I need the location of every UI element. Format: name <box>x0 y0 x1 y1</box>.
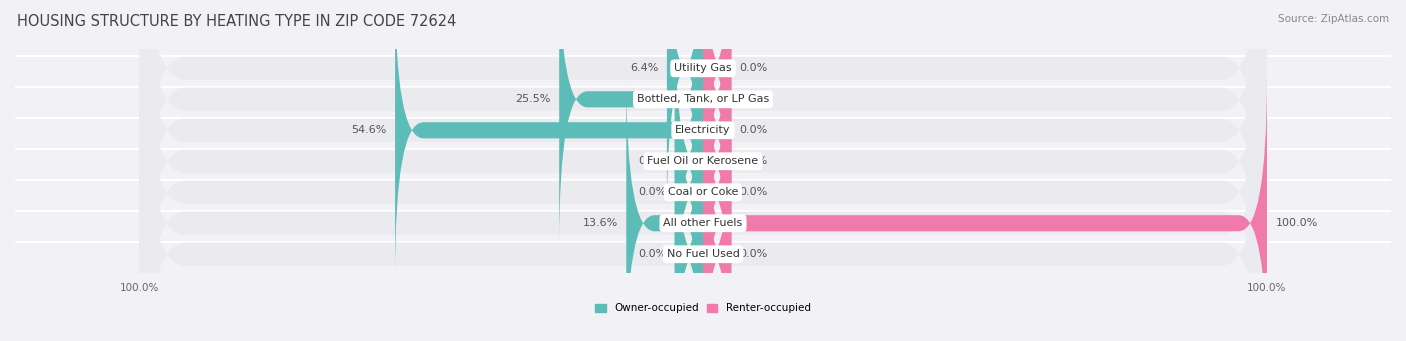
Text: Bottled, Tank, or LP Gas: Bottled, Tank, or LP Gas <box>637 94 769 104</box>
FancyBboxPatch shape <box>675 45 703 339</box>
FancyBboxPatch shape <box>626 76 703 341</box>
FancyBboxPatch shape <box>675 14 703 308</box>
Legend: Owner-occupied, Renter-occupied: Owner-occupied, Renter-occupied <box>591 299 815 317</box>
FancyBboxPatch shape <box>703 0 731 215</box>
FancyBboxPatch shape <box>139 0 1267 341</box>
FancyBboxPatch shape <box>139 0 1267 336</box>
FancyBboxPatch shape <box>560 0 703 246</box>
Text: 0.0%: 0.0% <box>638 187 666 197</box>
FancyBboxPatch shape <box>703 14 731 308</box>
Text: 0.0%: 0.0% <box>740 249 768 259</box>
Text: Electricity: Electricity <box>675 125 731 135</box>
Text: 54.6%: 54.6% <box>352 125 387 135</box>
FancyBboxPatch shape <box>139 18 1267 341</box>
Text: 0.0%: 0.0% <box>740 63 768 73</box>
Text: 13.6%: 13.6% <box>582 218 617 228</box>
Text: 100.0%: 100.0% <box>1275 218 1317 228</box>
FancyBboxPatch shape <box>675 107 703 341</box>
Text: 0.0%: 0.0% <box>638 249 666 259</box>
Text: 0.0%: 0.0% <box>638 156 666 166</box>
FancyBboxPatch shape <box>139 0 1267 341</box>
Text: 0.0%: 0.0% <box>740 187 768 197</box>
Text: HOUSING STRUCTURE BY HEATING TYPE IN ZIP CODE 72624: HOUSING STRUCTURE BY HEATING TYPE IN ZIP… <box>17 14 456 29</box>
Text: No Fuel Used: No Fuel Used <box>666 249 740 259</box>
FancyBboxPatch shape <box>139 0 1267 341</box>
Text: 0.0%: 0.0% <box>740 156 768 166</box>
FancyBboxPatch shape <box>395 0 703 277</box>
FancyBboxPatch shape <box>139 0 1267 341</box>
FancyBboxPatch shape <box>703 45 731 339</box>
Text: Fuel Oil or Kerosene: Fuel Oil or Kerosene <box>647 156 759 166</box>
Text: Source: ZipAtlas.com: Source: ZipAtlas.com <box>1278 14 1389 24</box>
Text: All other Fuels: All other Fuels <box>664 218 742 228</box>
FancyBboxPatch shape <box>703 107 731 341</box>
Text: Coal or Coke: Coal or Coke <box>668 187 738 197</box>
FancyBboxPatch shape <box>666 0 703 215</box>
FancyBboxPatch shape <box>703 0 731 277</box>
Text: 0.0%: 0.0% <box>740 125 768 135</box>
Text: 6.4%: 6.4% <box>630 63 658 73</box>
Text: 25.5%: 25.5% <box>516 94 551 104</box>
Text: 0.0%: 0.0% <box>740 94 768 104</box>
Text: Utility Gas: Utility Gas <box>675 63 731 73</box>
FancyBboxPatch shape <box>703 0 731 246</box>
FancyBboxPatch shape <box>703 76 1267 341</box>
FancyBboxPatch shape <box>139 0 1267 305</box>
